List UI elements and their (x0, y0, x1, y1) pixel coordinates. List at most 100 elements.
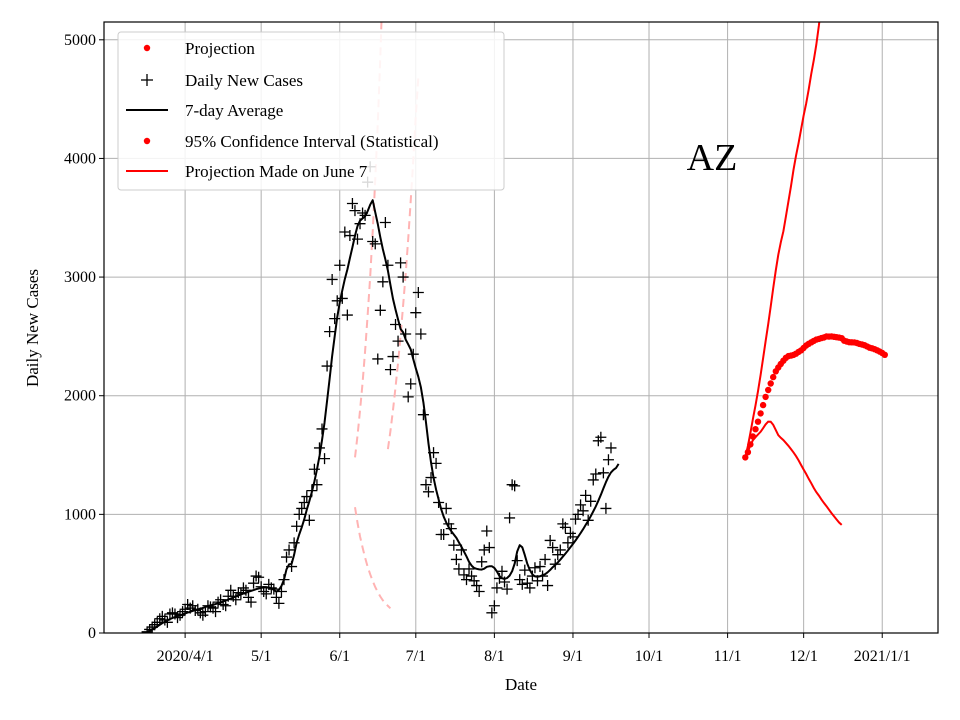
legend-daily-cases-label: Daily New Cases (185, 71, 303, 90)
daily-case-marker (407, 348, 419, 360)
daily-case-marker (420, 479, 432, 491)
daily-case-marker (316, 423, 328, 435)
daily-case-marker (468, 575, 480, 587)
daily-case-marker (351, 233, 363, 245)
daily-case-marker (357, 207, 369, 219)
daily-case-marker (298, 496, 310, 508)
daily-case-marker (534, 561, 546, 573)
legend-projection-label: Projection (185, 39, 255, 58)
daily-case-marker (506, 479, 518, 491)
daily-case-marker (509, 480, 521, 492)
daily-case-marker (600, 502, 612, 514)
daily-case-marker (519, 564, 531, 576)
daily-case-marker (210, 606, 222, 618)
projection-point (754, 418, 762, 425)
daily-case-marker (248, 577, 260, 589)
daily-case-marker (440, 502, 452, 514)
daily-case-marker (369, 238, 381, 250)
daily-case-marker (311, 479, 323, 491)
daily-case-marker (499, 576, 511, 588)
daily-case-marker (486, 607, 498, 619)
daily-case-marker (303, 514, 315, 526)
daily-case-marker (455, 544, 467, 556)
state-annotation: AZ (687, 137, 738, 179)
projection-point (765, 386, 772, 394)
daily-case-marker (199, 606, 211, 618)
daily-case-marker (433, 496, 445, 508)
x-tick-label: 9/1 (563, 648, 583, 665)
daily-case-marker (296, 502, 308, 514)
daily-case-marker (390, 319, 402, 331)
y-tick-label: 5000 (64, 32, 96, 49)
daily-case-marker (549, 558, 561, 570)
legend-daily-cases-marker (141, 74, 153, 86)
x-axis-ticks: 2020/4/1 5/1 6/1 7/1 8/1 9/1 10/1 11/1 12/1 2021/… (157, 633, 911, 665)
daily-case-marker (597, 467, 609, 479)
daily-case-marker (154, 613, 166, 625)
daily-case-marker (577, 505, 589, 517)
daily-case-marker (220, 600, 232, 612)
daily-case-marker (587, 474, 599, 486)
daily-case-marker (324, 326, 336, 338)
daily-case-marker (166, 607, 178, 619)
daily-case-marker (253, 571, 265, 583)
daily-case-marker (483, 542, 495, 554)
x-tick-label: 12/1 (789, 648, 817, 665)
legend-confidence-marker (143, 137, 151, 145)
daily-case-marker (260, 588, 272, 600)
daily-case-marker (382, 259, 394, 271)
daily-case-marker (250, 570, 262, 582)
daily-case-marker (321, 360, 333, 372)
daily-case-marker (329, 313, 341, 325)
daily-case-marker (334, 259, 346, 271)
y-tick-label: 2000 (64, 388, 96, 405)
daily-case-marker (275, 585, 287, 597)
daily-case-marker (529, 562, 541, 574)
daily-case-marker (590, 468, 602, 480)
y-axis-ticks: 0 1000 2000 3000 4000 5000 (64, 32, 104, 642)
daily-case-marker (595, 431, 607, 443)
daily-case-marker (570, 513, 582, 525)
daily-case-marker (443, 518, 455, 530)
x-tick-label: 8/1 (484, 648, 504, 665)
daily-case-marker (453, 563, 465, 575)
legend-box (117, 31, 505, 191)
daily-case-marker (384, 364, 396, 376)
daily-case-marker (159, 614, 171, 626)
daily-case-marker (531, 575, 543, 587)
daily-case-marker (215, 594, 227, 606)
daily-case-marker (319, 453, 331, 465)
daily-case-marker (204, 601, 216, 613)
daily-case-marker (400, 328, 412, 340)
daily-case-marker (496, 565, 508, 577)
daily-case-marker (478, 544, 490, 556)
daily-case-marker (504, 512, 516, 524)
june7-ci-lower-curve (354, 507, 392, 610)
daily-case-marker (501, 583, 513, 595)
projection-point (749, 433, 757, 440)
daily-case-marker (336, 292, 348, 304)
daily-case-marker (293, 508, 305, 520)
ci-upper-line (744, 22, 821, 458)
daily-case-marker (359, 209, 371, 221)
daily-case-marker (306, 485, 318, 497)
daily-case-marker (544, 534, 556, 546)
y-tick-label: 3000 (64, 269, 96, 286)
daily-case-marker (278, 574, 290, 586)
daily-case-marker (367, 235, 379, 247)
daily-case-marker (412, 287, 424, 299)
daily-case-marker (194, 607, 206, 619)
series-markers (141, 161, 888, 633)
ci-lower-line (744, 420, 843, 526)
daily-case-marker (270, 591, 282, 603)
legend-average-label: 7-day Average (185, 101, 283, 120)
daily-case-marker (516, 578, 528, 590)
daily-case-marker (281, 551, 293, 563)
daily-case-marker (554, 544, 566, 556)
daily-case-marker (422, 486, 434, 498)
daily-case-marker (344, 230, 356, 242)
daily-case-marker (605, 442, 617, 454)
x-tick-label: 7/1 (406, 648, 426, 665)
projection-point (767, 380, 774, 387)
daily-case-marker (582, 514, 594, 526)
